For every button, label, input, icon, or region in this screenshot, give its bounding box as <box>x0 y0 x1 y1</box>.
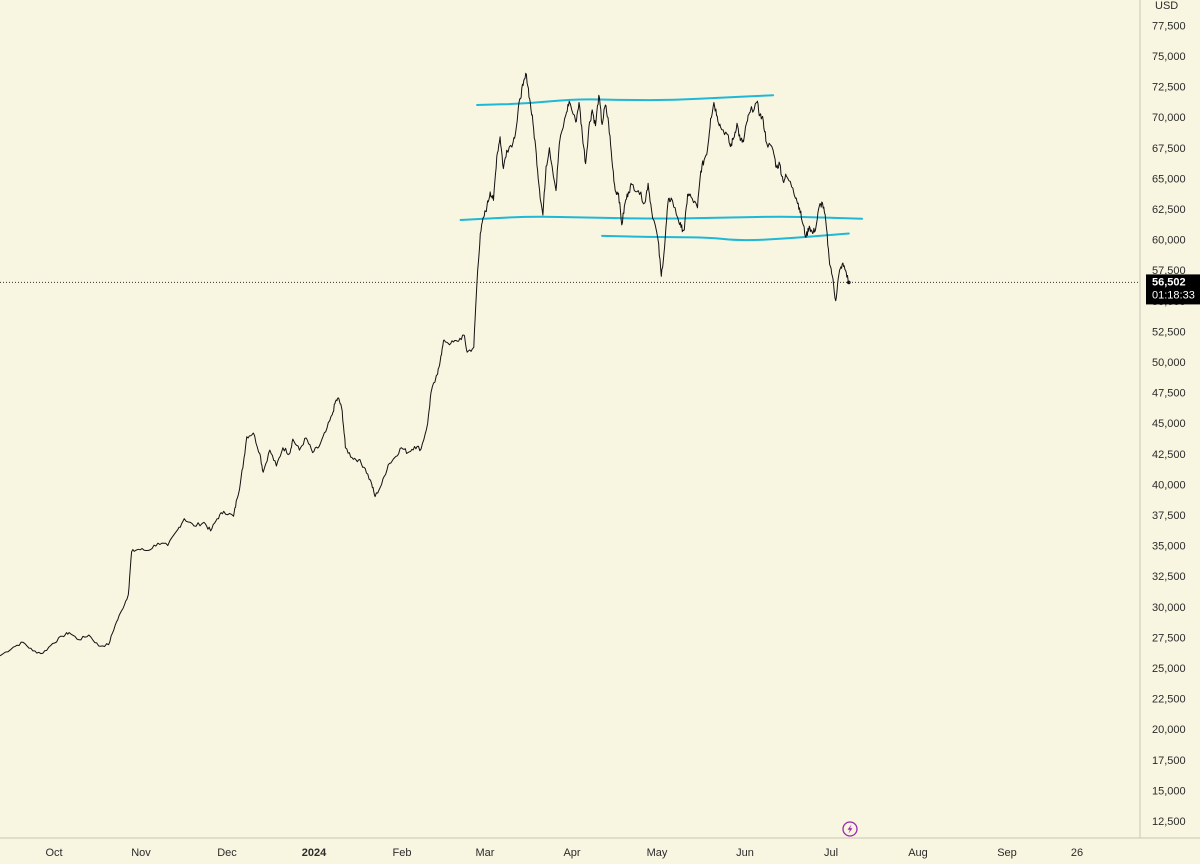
last-price-value: 56,502 <box>1152 276 1186 288</box>
time-tick-label: Jul <box>824 847 838 859</box>
time-tick-label: Oct <box>45 847 62 859</box>
price-tick-label: 32,500 <box>1152 571 1186 583</box>
price-tick-label: 72,500 <box>1152 82 1186 94</box>
candle-countdown: 01:18:33 <box>1152 289 1195 301</box>
price-tick-label: 12,500 <box>1152 816 1186 828</box>
time-axis[interactable]: Oct Nov Dec 2024 Feb Mar Apr May Jun Jul Aug Sep 26 <box>45 847 1083 859</box>
price-tick-label: 35,000 <box>1152 541 1186 553</box>
trendline-3[interactable] <box>601 232 850 242</box>
time-tick-label: 2024 <box>302 847 327 859</box>
time-tick-label: Aug <box>908 847 928 859</box>
price-tick-label: 25,000 <box>1152 663 1186 675</box>
trendline-1[interactable] <box>476 94 775 106</box>
trendline-2[interactable] <box>459 215 863 221</box>
price-tick-label: 65,000 <box>1152 173 1186 185</box>
time-tick-label: 26 <box>1071 847 1083 859</box>
last-price-point <box>847 280 851 285</box>
price-tick-label: 77,500 <box>1152 20 1186 32</box>
price-tick-label: 42,500 <box>1152 449 1186 461</box>
price-tick-label: 67,500 <box>1152 143 1186 155</box>
price-tick-label: 27,500 <box>1152 632 1186 644</box>
price-tick-label: 45,000 <box>1152 418 1186 430</box>
trendlines <box>459 94 863 242</box>
time-tick-label: Nov <box>131 847 151 859</box>
time-tick-label: Mar <box>476 847 495 859</box>
currency-label[interactable]: USD <box>1155 0 1178 12</box>
price-tick-label: 52,500 <box>1152 326 1186 338</box>
time-tick-label: Feb <box>393 847 412 859</box>
time-tick-label: Sep <box>997 847 1017 859</box>
last-price-tag-background <box>1146 274 1200 305</box>
price-tick-label: 60,000 <box>1152 235 1186 247</box>
price-tick-label: 30,000 <box>1152 602 1186 614</box>
price-tick-label: 37,500 <box>1152 510 1186 522</box>
price-series <box>0 72 851 657</box>
price-tick-label: 50,000 <box>1152 357 1186 369</box>
price-tick-label: 47,500 <box>1152 388 1186 400</box>
price-tick-label: 70,000 <box>1152 112 1186 124</box>
price-tick-label: 17,500 <box>1152 755 1186 767</box>
time-tick-label: Jun <box>736 847 754 859</box>
time-tick-label: May <box>647 847 668 859</box>
price-tick-label: 57,500 <box>1152 265 1186 277</box>
price-tick-label: 75,000 <box>1152 51 1186 63</box>
last-price-tag: 56,502 01:18:33 <box>1146 274 1200 305</box>
lightning-icon[interactable] <box>842 821 858 837</box>
price-tick-label: 20,000 <box>1152 724 1186 736</box>
time-tick-label: Dec <box>217 847 237 859</box>
time-tick-label: Apr <box>563 847 580 859</box>
price-tick-label: 15,000 <box>1152 785 1186 797</box>
price-tick-label: 22,500 <box>1152 694 1186 706</box>
price-tick-label: 40,000 <box>1152 479 1186 491</box>
price-line <box>0 72 850 657</box>
price-tick-label: 62,500 <box>1152 204 1186 216</box>
